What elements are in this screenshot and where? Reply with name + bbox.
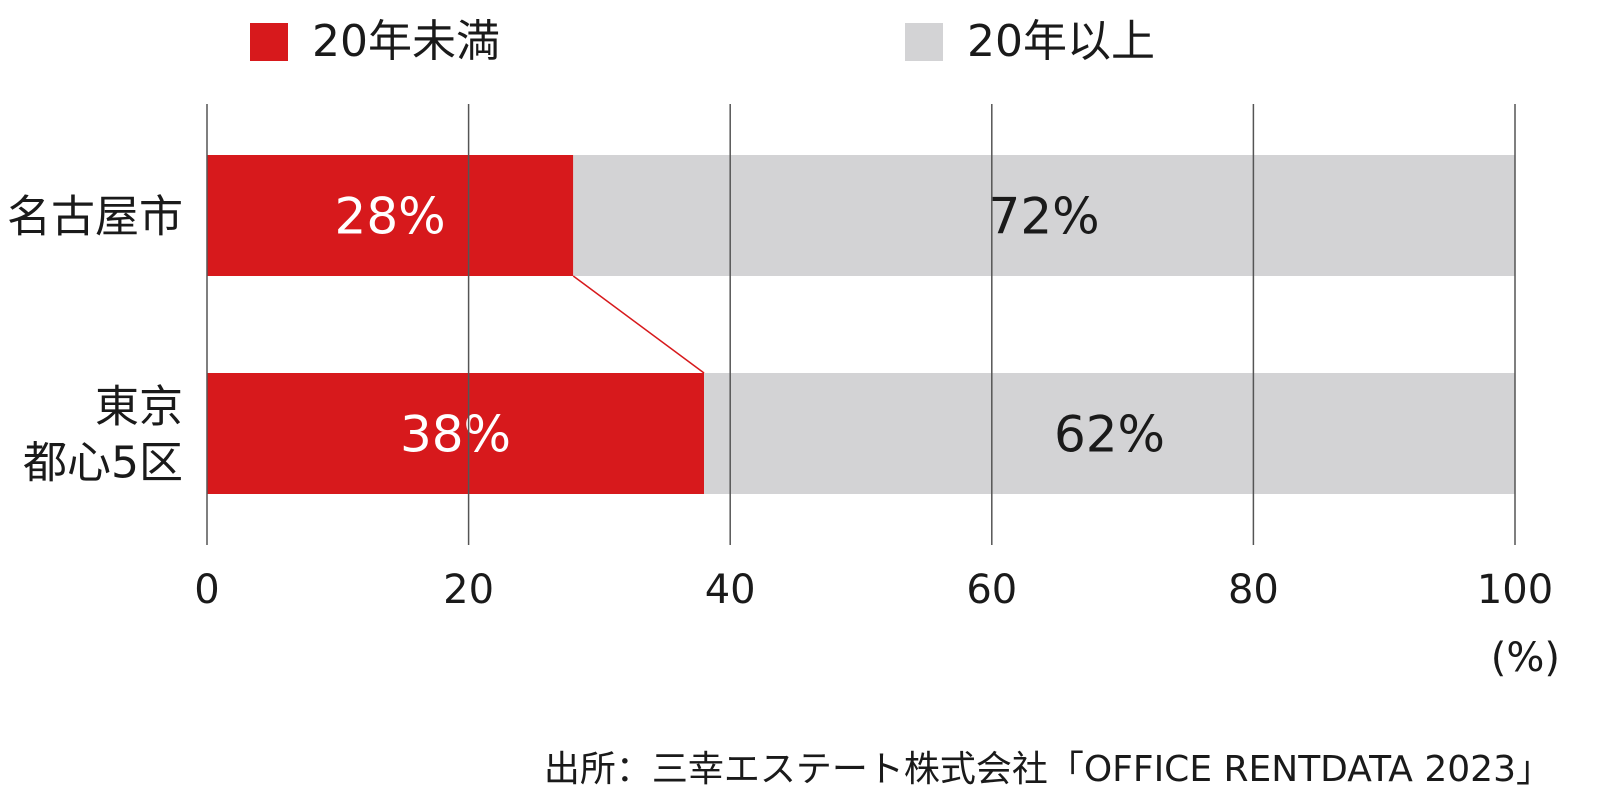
legend-swatch-under20	[250, 23, 288, 61]
x-tick-label-100: 100	[1477, 567, 1553, 613]
x-tick-label-80: 80	[1228, 567, 1279, 613]
legend-item-under20: 20年未満	[250, 14, 500, 70]
data-label-over20-0: 72%	[989, 188, 1100, 246]
bar-segment-under20-0	[207, 155, 574, 276]
legend-label-under20: 20年未満	[312, 16, 500, 67]
connector-line	[572, 275, 705, 374]
category-label-1-1: 都心5区	[23, 438, 183, 489]
bar-segment-under20-1	[207, 373, 705, 494]
x-tick-label-20: 20	[443, 567, 494, 613]
legend-item-over20: 20年以上	[905, 14, 1155, 70]
legend-swatch-over20	[905, 23, 943, 61]
x-tick-label-60: 60	[966, 567, 1017, 613]
source-note: 出所：三幸エステート株式会社「OFFICE RENTDATA 2023」	[543, 749, 1552, 790]
bar-segment-over20-1	[704, 373, 1515, 494]
category-label-0-0: 名古屋市	[7, 192, 183, 243]
category-label-1-0: 東京	[95, 382, 183, 433]
x-tick-label-0: 0	[194, 567, 219, 613]
data-label-over20-1: 62%	[1054, 406, 1165, 464]
x-axis-unit: (%)	[1491, 635, 1560, 681]
x-tick-label-40: 40	[705, 567, 756, 613]
legend-label-over20: 20年以上	[967, 16, 1155, 67]
data-label-under20-1: 38%	[400, 406, 511, 464]
data-label-under20-0: 28%	[335, 188, 446, 246]
